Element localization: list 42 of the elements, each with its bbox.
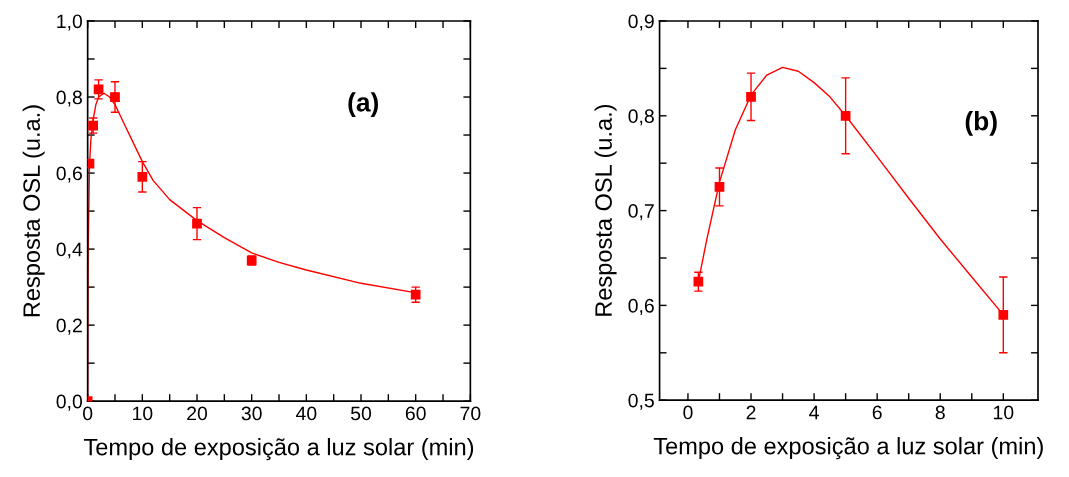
x-tick-label: 4 xyxy=(809,405,819,420)
x-tick-label: 2 xyxy=(746,405,756,420)
x-tick-label: 50 xyxy=(350,406,372,421)
point xyxy=(87,158,95,169)
y-tick-label: 0,6 xyxy=(56,166,82,183)
point xyxy=(110,92,120,102)
point xyxy=(840,110,851,121)
annotation: (b) xyxy=(965,111,997,136)
point xyxy=(693,276,704,287)
y-tick-label: 0,0 xyxy=(56,394,83,411)
y-axis-title: Resposta OSL (u.a.) xyxy=(594,104,617,316)
x-tick-label: 6 xyxy=(872,405,882,420)
y-tick-label: 0,9 xyxy=(628,14,654,31)
x-tick-label: 8 xyxy=(935,405,945,420)
x-tick-label: 20 xyxy=(187,406,208,421)
point xyxy=(746,91,756,102)
y-tick-label: 0,7 xyxy=(628,204,654,221)
point xyxy=(192,218,202,229)
x-tick-label: 40 xyxy=(295,406,317,421)
x-tick-label: 70 xyxy=(460,406,481,421)
x-tick-label: 10 xyxy=(993,405,1014,420)
x-axis-title: Tempo de exposição a luz solar (min) xyxy=(84,438,474,461)
point xyxy=(410,289,421,300)
point xyxy=(714,182,725,192)
y-tick-label: 0,8 xyxy=(56,90,82,107)
y-tick-label: 0,2 xyxy=(56,318,82,335)
x-tick-label: 60 xyxy=(405,406,426,421)
x-axis-title: Tempo de exposição a luz solar (min) xyxy=(653,437,1043,460)
point xyxy=(998,310,1009,320)
point xyxy=(137,171,148,182)
y-tick-label: 0,4 xyxy=(56,242,83,259)
y-tick-label: 1,0 xyxy=(57,14,83,31)
x-tick-label: 0 xyxy=(83,406,93,421)
x-tick-label: 30 xyxy=(241,406,262,421)
x-tick-label: 10 xyxy=(133,406,153,421)
annotation: (a) xyxy=(348,92,379,117)
x-tick-label: 0 xyxy=(683,405,693,420)
y-axis-title: Resposta OSL (u.a.) xyxy=(22,105,45,317)
y-tick-label: 0,5 xyxy=(628,393,654,410)
y-tick-label: 0,8 xyxy=(628,109,654,126)
y-tick-label: 0,6 xyxy=(628,298,654,315)
point xyxy=(88,120,98,131)
